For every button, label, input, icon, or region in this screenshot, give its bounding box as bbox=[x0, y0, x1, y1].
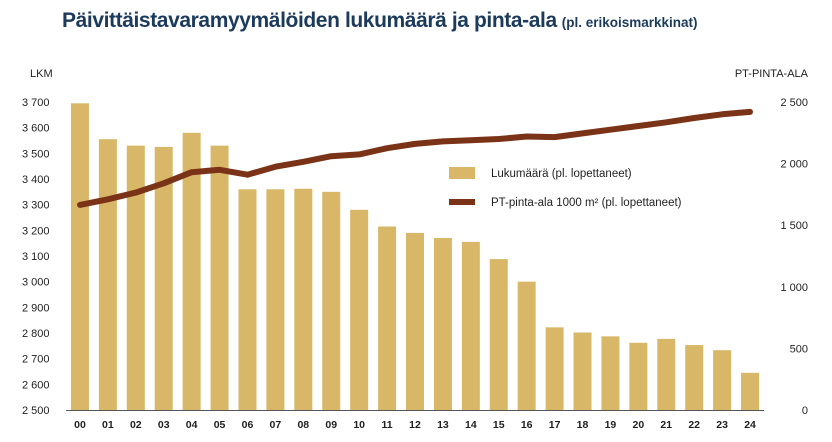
bar bbox=[741, 372, 760, 410]
bar bbox=[433, 238, 452, 410]
bar bbox=[489, 259, 508, 410]
y-left-tick-label: 3 300 bbox=[22, 200, 50, 212]
bar bbox=[238, 189, 257, 410]
y-left-tick-label: 3 500 bbox=[22, 148, 50, 160]
y-right-axis-title: PT-PINTA-ALA bbox=[735, 68, 809, 80]
y-right-tick-label: 2 500 bbox=[780, 97, 808, 109]
bar bbox=[713, 350, 732, 410]
x-tick-label: 17 bbox=[549, 419, 561, 431]
y-left-tick-label: 3 400 bbox=[22, 174, 50, 186]
y-left-tick-label: 2 600 bbox=[22, 379, 50, 391]
x-tick-label: 11 bbox=[382, 419, 393, 431]
bar bbox=[629, 342, 648, 410]
y-right-tick-label: 1 500 bbox=[780, 220, 808, 232]
x-tick-label: 08 bbox=[297, 419, 309, 431]
y-left-tick-label: 3 600 bbox=[22, 123, 50, 135]
x-tick-label: 19 bbox=[605, 419, 617, 431]
y-left-tick-label: 2 900 bbox=[22, 302, 50, 314]
x-tick-label: 14 bbox=[465, 419, 477, 431]
legend-bar-swatch bbox=[449, 167, 475, 179]
bar bbox=[461, 241, 480, 410]
x-tick-label: 21 bbox=[660, 419, 672, 431]
x-tick-label: 16 bbox=[521, 419, 533, 431]
bar bbox=[182, 132, 201, 411]
bar bbox=[70, 103, 89, 411]
x-tick-label: 23 bbox=[716, 419, 728, 431]
x-tick-label: 13 bbox=[437, 419, 449, 431]
x-tick-label: 04 bbox=[186, 419, 198, 431]
x-tick-label: 07 bbox=[270, 419, 282, 431]
x-ticks: 00 01 02 03 04 05 06 07 08 09 10 11 12 13 14 15 16 17 18 19… bbox=[74, 419, 756, 431]
x-tick-label: 22 bbox=[688, 419, 700, 431]
bar bbox=[126, 145, 145, 410]
bar bbox=[601, 336, 620, 410]
x-tick-label: 03 bbox=[158, 419, 170, 431]
chart-title: Päivittäistavaramyymälöiden lukumäärä ja… bbox=[62, 9, 698, 33]
chart-title-sub: (pl. erikoismarkkinat) bbox=[561, 15, 698, 30]
y-left-ticks: 2 500 2 600 2 700 2 800 2 900 3 000 3 100 3 200… bbox=[22, 97, 50, 417]
y-left-tick-label: 2 800 bbox=[22, 328, 50, 340]
legend-line-label: PT-pinta-ala 1000 m² (pl. lopettaneet) bbox=[491, 197, 682, 209]
x-tick-label: 18 bbox=[577, 419, 589, 431]
x-tick-label: 09 bbox=[325, 419, 337, 431]
x-tick-label: 24 bbox=[744, 419, 756, 431]
x-tick-label: 20 bbox=[633, 419, 645, 431]
y-left-tick-label: 3 100 bbox=[22, 251, 50, 263]
legend: Lukumäärä (pl. lopettaneet) PT-pinta-ala… bbox=[449, 167, 682, 209]
y-left-tick-label: 3 700 bbox=[22, 97, 50, 109]
chart-title-main: Päivittäistavaramyymälöiden lukumäärä ja… bbox=[62, 9, 557, 32]
bar bbox=[573, 332, 592, 410]
y-right-ticks: 0 500 1 000 1 500 2 000 2 500 bbox=[780, 97, 808, 417]
x-tick-label: 00 bbox=[74, 419, 86, 431]
bar bbox=[294, 188, 313, 410]
bar bbox=[322, 191, 341, 410]
bar bbox=[154, 146, 173, 410]
x-tick-label: 02 bbox=[130, 419, 142, 431]
bar bbox=[210, 145, 229, 410]
bar bbox=[266, 189, 285, 410]
y-left-axis-title: LKM bbox=[30, 68, 53, 80]
bar-series bbox=[70, 103, 760, 411]
y-left-tick-label: 3 000 bbox=[22, 277, 50, 289]
bar bbox=[685, 345, 704, 410]
bar bbox=[350, 209, 369, 410]
bar bbox=[378, 226, 397, 410]
y-right-tick-label: 1 000 bbox=[780, 282, 808, 294]
y-right-tick-label: 500 bbox=[790, 343, 808, 355]
bar bbox=[545, 327, 564, 410]
bar bbox=[657, 338, 676, 410]
y-left-tick-label: 2 500 bbox=[22, 405, 50, 417]
legend-bar-label: Lukumäärä (pl. lopettaneet) bbox=[491, 168, 632, 180]
x-tick-label: 12 bbox=[409, 419, 421, 431]
x-tick-label: 01 bbox=[102, 419, 114, 431]
y-right-tick-label: 2 000 bbox=[780, 159, 808, 171]
x-tick-label: 05 bbox=[214, 419, 226, 431]
bar bbox=[98, 139, 117, 410]
bar bbox=[517, 281, 536, 410]
y-right-tick-label: 0 bbox=[802, 405, 808, 417]
y-left-tick-label: 2 700 bbox=[22, 354, 50, 366]
x-tick-label: 15 bbox=[493, 419, 505, 431]
bar bbox=[406, 232, 424, 410]
x-tick-label: 10 bbox=[353, 419, 365, 431]
line-series bbox=[77, 108, 753, 208]
x-tick-label: 06 bbox=[242, 419, 254, 431]
y-left-tick-label: 3 200 bbox=[22, 225, 50, 237]
